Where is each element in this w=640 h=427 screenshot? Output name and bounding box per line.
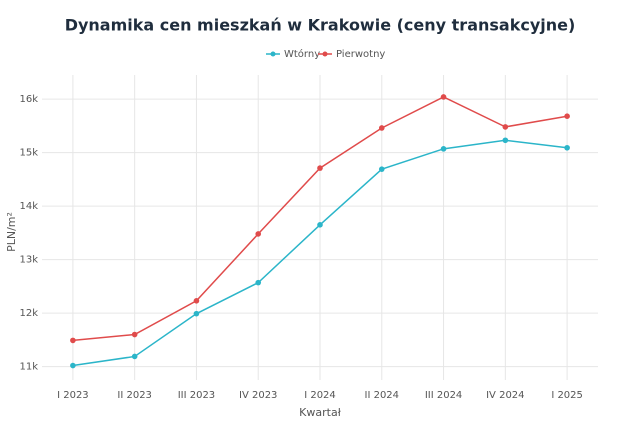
y-tick-label: 13k [19, 255, 38, 266]
x-tick-label: IV 2024 [486, 390, 524, 401]
x-tick-label: IV 2023 [239, 390, 277, 401]
y-tick-label: 12k [19, 308, 38, 319]
data-point [255, 279, 262, 286]
data-point [193, 298, 200, 304]
y-tick-label: 16k [19, 94, 38, 105]
data-point [255, 231, 262, 237]
data-point [131, 353, 138, 360]
x-tick-label: II 2023 [117, 390, 152, 401]
x-tick-label: I 2025 [551, 390, 583, 401]
x-tick-label: II 2024 [365, 390, 400, 401]
data-point [440, 146, 447, 152]
data-point [378, 166, 385, 172]
data-point [131, 331, 138, 338]
y-tick-label: 11k [19, 362, 38, 373]
legend-swatch-dot [270, 51, 276, 57]
data-point [502, 124, 509, 130]
y-tick-label: 14k [19, 201, 38, 212]
x-axis-title: Kwartał [299, 406, 342, 419]
data-point [440, 94, 447, 100]
data-point [564, 113, 570, 120]
x-tick-label: III 2024 [425, 390, 462, 401]
data-point [378, 125, 385, 131]
data-point [70, 337, 76, 344]
data-point [70, 362, 76, 369]
data-point [317, 165, 323, 171]
legend-label: Pierwotny [336, 49, 385, 60]
x-tick-label: I 2023 [57, 390, 89, 401]
chart-title: Dynamika cen mieszkań w Krakowie (ceny t… [65, 16, 576, 35]
data-point [564, 144, 570, 151]
data-point [317, 222, 323, 228]
x-tick-label: III 2023 [178, 390, 215, 401]
x-tick-label: I 2024 [304, 390, 336, 401]
legend-label: Wtórny [284, 48, 320, 60]
data-point [502, 137, 509, 144]
legend-swatch-dot [322, 51, 328, 57]
y-tick-label: 15k [19, 148, 38, 159]
y-axis-title: PLN/m² [5, 212, 18, 252]
data-point [193, 310, 200, 317]
